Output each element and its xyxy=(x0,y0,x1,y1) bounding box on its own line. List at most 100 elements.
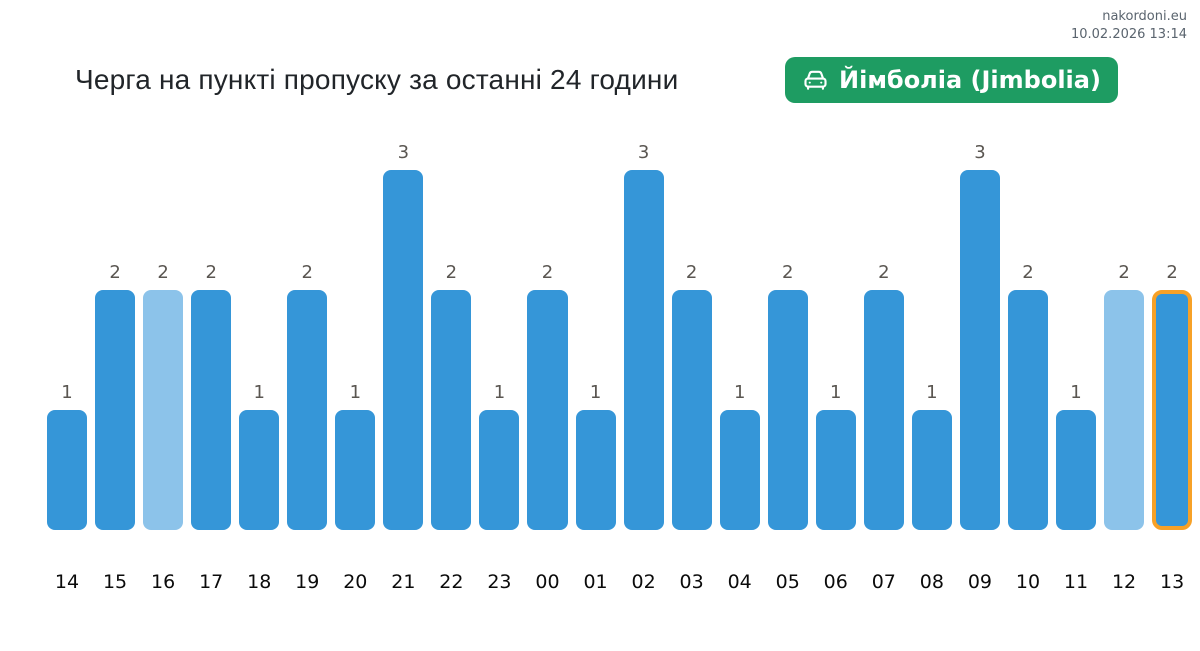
bar-value-label: 3 xyxy=(974,142,986,163)
x-axis-label-08: 08 xyxy=(919,571,944,593)
bar-00[interactable] xyxy=(527,290,568,530)
bar-07[interactable] xyxy=(863,290,904,530)
bar-value-label: 2 xyxy=(541,262,554,283)
bar-value-label: 1 xyxy=(589,382,602,403)
bar-value-label: 1 xyxy=(1070,382,1082,403)
x-axis-label-01: 01 xyxy=(583,571,608,593)
bar-column: 2 xyxy=(143,142,184,530)
bar-12[interactable] xyxy=(1104,290,1145,530)
x-axis-label-21: 21 xyxy=(391,571,416,593)
bar-value-label: 1 xyxy=(61,382,73,403)
bar-06[interactable] xyxy=(815,410,856,530)
bar-column: 1 xyxy=(911,142,952,530)
bar-column: 3 xyxy=(959,142,1000,530)
bar-column: 2 xyxy=(767,142,808,530)
bar-08[interactable] xyxy=(911,410,952,530)
bar-21[interactable] xyxy=(383,170,424,530)
bar-22[interactable] xyxy=(431,290,472,530)
x-axis-label-06: 06 xyxy=(823,571,848,593)
bar-18[interactable] xyxy=(239,410,280,530)
x-axis-label-02: 02 xyxy=(631,571,656,593)
bar-chart: 1 2 2 2 1 2 1 3 2 1 2 1 3 2 1 2 1 2 1 3 2 1 2 2 xyxy=(47,142,1193,530)
bar-column: 2 xyxy=(95,142,136,530)
bar-value-label: 1 xyxy=(926,382,938,403)
bar-value-label: 2 xyxy=(205,262,217,283)
bar-value-label: 2 xyxy=(878,262,890,283)
bar-value-label: 2 xyxy=(109,262,121,283)
bar-column: 2 xyxy=(863,142,904,530)
bar-column: 1 xyxy=(1055,142,1097,530)
bar-15[interactable] xyxy=(95,290,136,530)
bar-03[interactable] xyxy=(671,290,712,530)
bar-02[interactable] xyxy=(623,170,664,530)
bar-column: 2 xyxy=(1007,142,1048,530)
bar-column: 2 xyxy=(431,142,472,530)
bar-value-label: 2 xyxy=(782,262,794,283)
bar-09[interactable] xyxy=(959,170,1000,530)
bar-value-label: 2 xyxy=(445,262,458,283)
car-icon xyxy=(802,68,829,92)
x-axis-label-04: 04 xyxy=(727,571,752,593)
x-axis-label-19: 19 xyxy=(295,571,320,593)
bar-11[interactable] xyxy=(1055,410,1097,530)
bar-10[interactable] xyxy=(1007,290,1048,530)
bar-column: 2 xyxy=(191,142,232,530)
bar-23[interactable] xyxy=(479,410,520,530)
x-axis-label-05: 05 xyxy=(775,571,800,593)
checkpoint-badge: Йімболіа (Jimbolia) xyxy=(785,57,1118,103)
checkpoint-badge-label: Йімболіа (Jimbolia) xyxy=(839,66,1101,94)
page-title: Черга на пункті пропуску за останні 24 г… xyxy=(75,64,679,95)
bar-value-label: 1 xyxy=(733,382,746,403)
x-axis-label-20: 20 xyxy=(343,571,368,593)
bar-value-label: 1 xyxy=(349,382,362,403)
x-axis-label-14: 14 xyxy=(54,571,80,593)
bar-value-label: 1 xyxy=(253,382,265,403)
x-axis-label-00: 00 xyxy=(535,571,560,593)
bar-column: 2 xyxy=(527,142,568,530)
bar-value-label: 2 xyxy=(685,262,698,283)
x-axis-label-03: 03 xyxy=(679,571,704,593)
bar-column: 1 xyxy=(479,142,520,530)
bar-value-label: 3 xyxy=(637,142,650,163)
x-axis-label-17: 17 xyxy=(199,571,224,593)
bar-column: 3 xyxy=(383,142,424,530)
x-axis-label-09: 09 xyxy=(967,571,992,593)
x-axis-label-22: 22 xyxy=(439,571,464,593)
bar-value-label: 2 xyxy=(1166,262,1178,283)
x-axis-label-10: 10 xyxy=(1015,571,1041,593)
x-axis: 14 15 16 17 18 19 20 21 22 23 00 01 02 03 04 05 06 07 08 09… xyxy=(47,571,1192,593)
watermark-site: nakordoni.eu xyxy=(1102,9,1187,24)
bar-16[interactable] xyxy=(143,290,184,530)
bar-column: 1 xyxy=(335,142,376,530)
x-axis-label-23: 23 xyxy=(487,571,512,593)
bar-column: 3 xyxy=(623,142,664,530)
bar-column: 1 xyxy=(815,142,856,530)
bar-13[interactable] xyxy=(1152,290,1193,530)
bar-value-label: 2 xyxy=(157,262,169,283)
x-axis-label-15: 15 xyxy=(102,571,128,593)
bar-value-label: 1 xyxy=(830,382,842,403)
bar-value-label: 2 xyxy=(1022,262,1034,283)
x-axis-label-12: 12 xyxy=(1111,571,1137,593)
bar-19[interactable] xyxy=(287,290,328,530)
bar-17[interactable] xyxy=(191,290,232,530)
bar-column: 2 xyxy=(1152,142,1193,530)
bar-column: 2 xyxy=(671,142,712,530)
x-axis-label-16: 16 xyxy=(151,571,176,593)
x-axis-label-11: 11 xyxy=(1063,571,1089,593)
bar-column: 1 xyxy=(719,142,760,530)
bar-column: 2 xyxy=(1104,142,1145,530)
bar-14[interactable] xyxy=(47,410,88,530)
bar-value-label: 1 xyxy=(493,382,506,403)
bar-04[interactable] xyxy=(719,410,760,530)
bar-value-label: 2 xyxy=(1118,262,1130,283)
x-axis-label-18: 18 xyxy=(247,571,272,593)
watermark: nakordoni.eu 10.02.2026 13:14 xyxy=(1071,8,1187,43)
bar-20[interactable] xyxy=(335,410,376,530)
watermark-timestamp: 10.02.2026 13:14 xyxy=(1070,26,1187,42)
bar-01[interactable] xyxy=(575,410,616,530)
bar-value-label: 3 xyxy=(397,142,410,163)
bar-05[interactable] xyxy=(767,290,808,530)
x-axis-label-07: 07 xyxy=(871,571,896,593)
